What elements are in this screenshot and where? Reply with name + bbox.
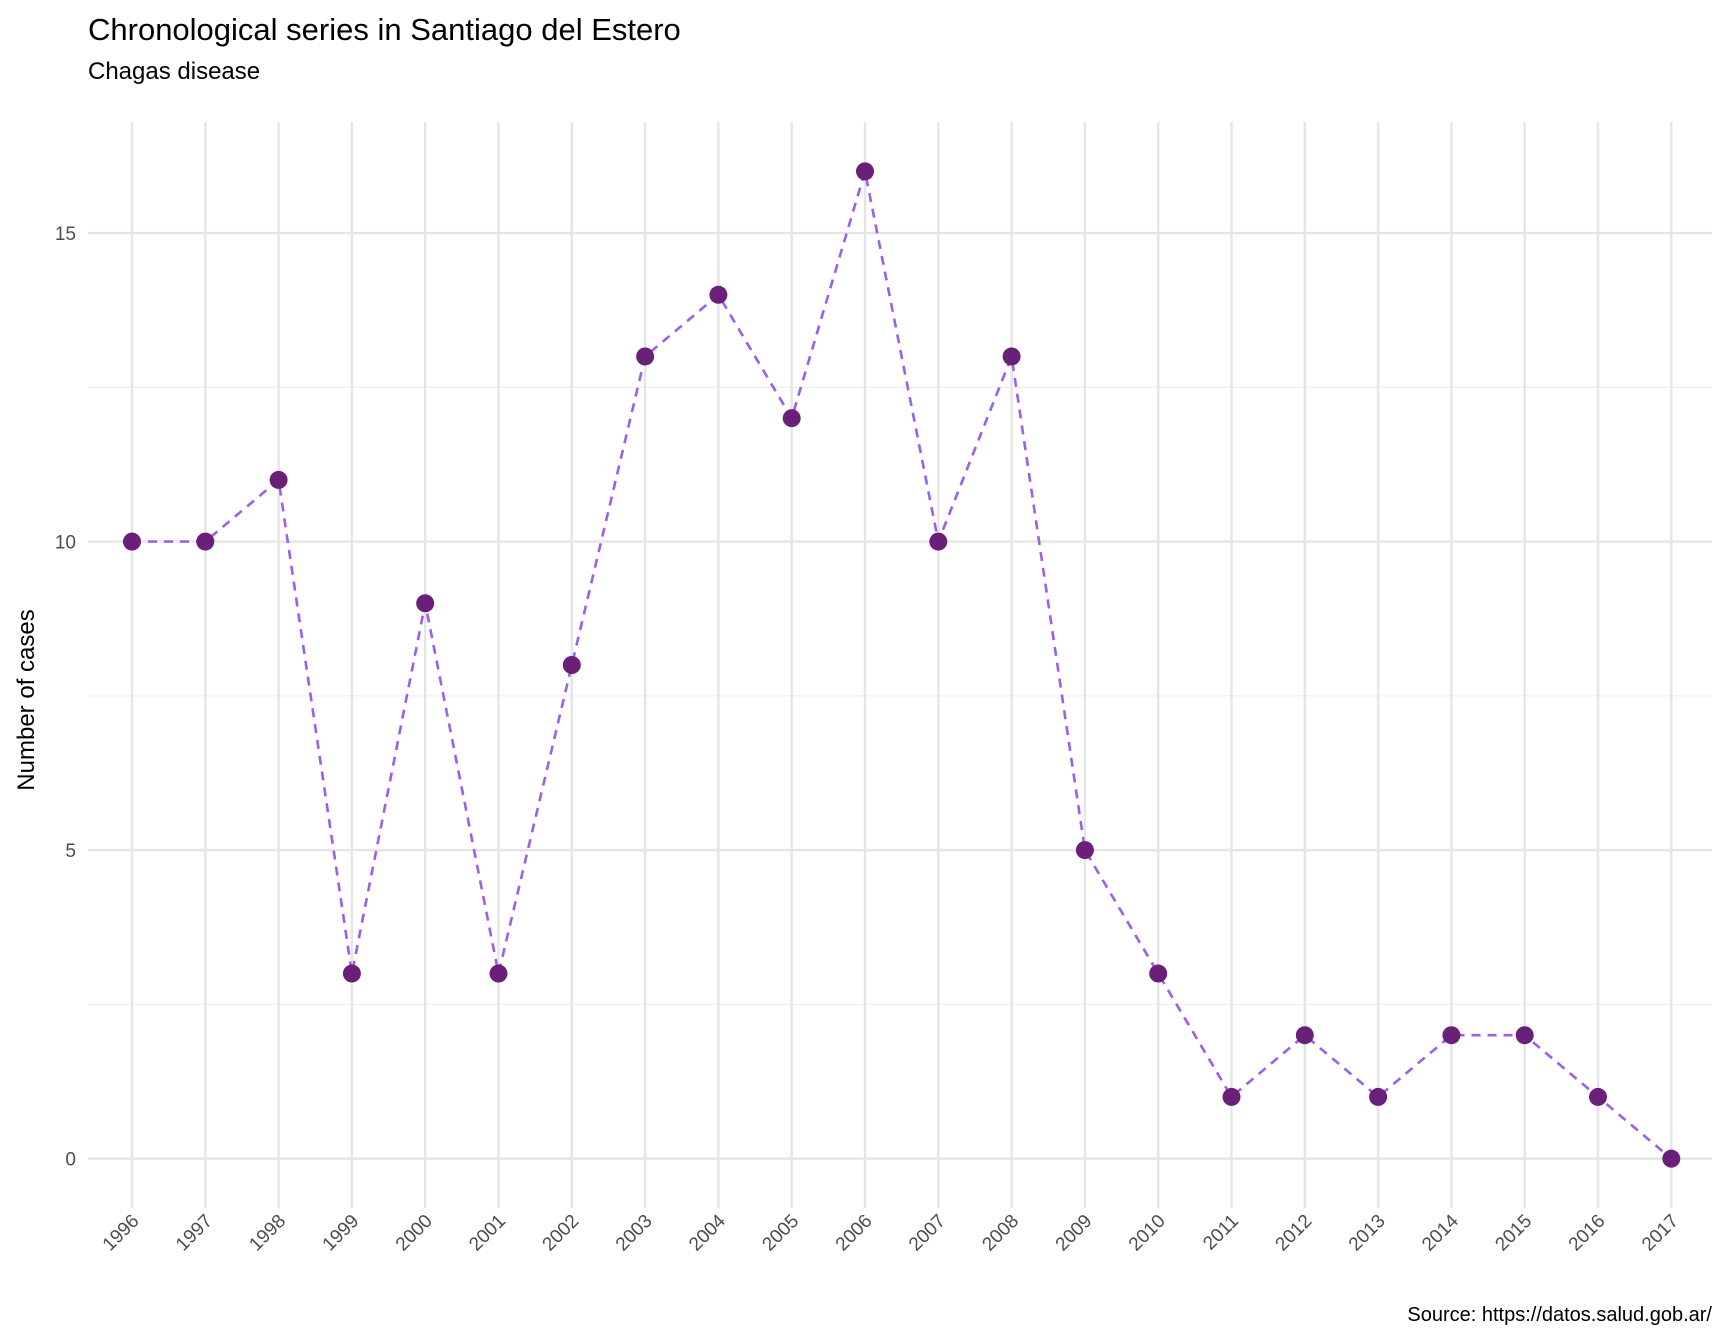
data-point [929, 532, 948, 551]
x-tick-label: 2001 [465, 1211, 510, 1256]
data-point [1002, 347, 1021, 366]
data-point [709, 285, 728, 304]
data-point [856, 162, 874, 181]
chart-caption: Source: https://datos.salud.gob.ar/ [1407, 1304, 1712, 1326]
x-tick-label: 2004 [685, 1210, 730, 1255]
x-tick-label: 2006 [832, 1211, 877, 1256]
x-tick-label: 1999 [319, 1211, 364, 1256]
data-point [1515, 1026, 1534, 1045]
data-point [1369, 1087, 1388, 1106]
x-tick-label: 2002 [539, 1211, 584, 1256]
data-point [342, 964, 361, 983]
y-axis-ticks: 0 5 10 15 [55, 224, 76, 1171]
y-tick-label: 10 [55, 533, 76, 554]
data-point [123, 532, 141, 551]
x-tick-label: 2012 [1272, 1211, 1317, 1256]
x-tick-label: 2003 [612, 1211, 657, 1256]
x-tick-label: 1997 [172, 1211, 217, 1256]
data-point [1295, 1026, 1314, 1045]
data-point [1589, 1087, 1607, 1106]
y-tick-label: 5 [65, 841, 76, 862]
data-point [196, 532, 215, 551]
data-point [489, 964, 508, 983]
chart-title: Chronological series in Santiago del Est… [88, 12, 681, 47]
series-line-group [132, 171, 1673, 1160]
x-tick-label: 2008 [978, 1211, 1023, 1256]
data-points [123, 162, 1681, 1168]
x-tick-label: 2009 [1052, 1211, 1097, 1256]
x-tick-label: 2014 [1418, 1210, 1463, 1255]
data-point [562, 656, 581, 674]
series-line [132, 171, 1673, 1160]
y-tick-label: 0 [65, 1150, 76, 1171]
x-axis-ticks: 1996 1997 1998 1999 2000 2001 2002 2003 2004 2005… [99, 1210, 1683, 1255]
y-axis-title: Number of cases [13, 609, 40, 790]
x-tick-label: 2007 [905, 1211, 950, 1256]
x-tick-label: 1996 [99, 1211, 144, 1256]
x-tick-label: 2000 [392, 1211, 437, 1256]
x-tick-label: 2013 [1345, 1211, 1390, 1256]
x-tick-label: 1998 [245, 1211, 290, 1256]
data-point [636, 347, 655, 366]
x-tick-label: 2016 [1565, 1211, 1610, 1256]
data-point [1075, 841, 1094, 860]
y-tick-label: 15 [55, 224, 76, 245]
data-point [416, 594, 435, 613]
data-point [1149, 964, 1168, 983]
chart-subtitle: Chagas disease [88, 58, 261, 85]
x-tick-label: 2011 [1199, 1211, 1243, 1255]
data-point [1442, 1026, 1461, 1045]
data-point [1662, 1149, 1681, 1168]
grid [88, 122, 1712, 1208]
data-point [1222, 1087, 1241, 1106]
data-point [782, 409, 801, 428]
x-tick-label: 2015 [1491, 1211, 1536, 1256]
x-tick-label: 2017 [1638, 1211, 1683, 1256]
x-tick-label: 2010 [1125, 1211, 1170, 1256]
data-point [269, 470, 288, 489]
x-tick-label: 2005 [758, 1211, 803, 1256]
